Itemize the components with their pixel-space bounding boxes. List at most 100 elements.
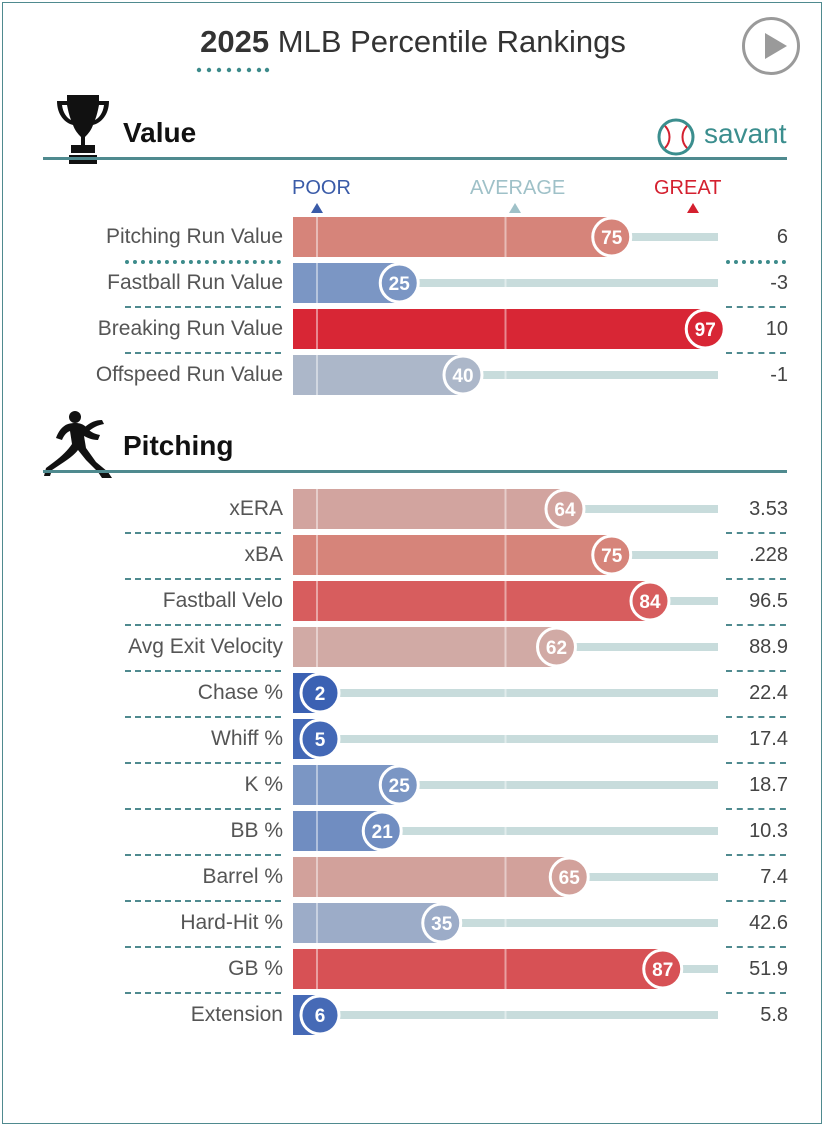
section-rule-value bbox=[43, 157, 787, 160]
percentile-value: 75 bbox=[601, 228, 623, 249]
row-label: Chase % bbox=[197, 681, 283, 704]
section-title-value: Value bbox=[123, 117, 197, 148]
row-separator bbox=[125, 946, 281, 948]
row-stat-value: 7.4 bbox=[760, 866, 788, 888]
row-separator-highlight bbox=[726, 260, 786, 264]
row-label: Extension bbox=[190, 1003, 283, 1026]
row-separator bbox=[726, 946, 786, 948]
row-separator bbox=[125, 992, 281, 994]
bar-track bbox=[293, 735, 718, 743]
scale-label-average: AVERAGE bbox=[470, 177, 566, 199]
percentile-bar bbox=[293, 903, 442, 943]
bar-track bbox=[293, 689, 718, 697]
row-label: xBA bbox=[244, 543, 283, 566]
percentile-circle bbox=[442, 354, 484, 396]
percentile-circle bbox=[378, 262, 420, 304]
row-separator-highlight bbox=[125, 260, 281, 264]
row-separator bbox=[726, 578, 786, 580]
row-label: Fastball Run Value bbox=[107, 271, 283, 294]
percentile-circle bbox=[378, 764, 420, 806]
row-separator bbox=[125, 900, 281, 902]
percentile-bar bbox=[293, 627, 557, 667]
percentile-value: 25 bbox=[389, 776, 411, 797]
row-separator bbox=[726, 532, 786, 534]
row-separator bbox=[726, 992, 786, 994]
row-separator bbox=[125, 808, 281, 810]
percentile-circle bbox=[591, 534, 633, 576]
scale-label-great: GREAT bbox=[654, 177, 722, 199]
section-title-pitching: Pitching bbox=[123, 430, 234, 461]
percentile-value: 84 bbox=[639, 592, 661, 613]
row-stat-value: 42.6 bbox=[749, 912, 788, 934]
row-separator bbox=[726, 854, 786, 856]
baseball-icon bbox=[657, 118, 695, 156]
percentile-value: 65 bbox=[559, 868, 581, 889]
row-separator bbox=[726, 900, 786, 902]
row-label: Breaking Run Value bbox=[97, 317, 283, 340]
percentile-bar bbox=[293, 535, 612, 575]
percentile-circle bbox=[629, 580, 671, 622]
scale-label-poor: POOR bbox=[292, 177, 351, 199]
title-underline-dots bbox=[196, 67, 270, 73]
row-stat-value: 22.4 bbox=[749, 682, 788, 704]
percentile-value: 64 bbox=[554, 500, 576, 521]
row-label: GB % bbox=[228, 957, 283, 980]
page-title: 2025 MLB Percentile Rankings bbox=[200, 24, 626, 59]
percentile-circle bbox=[299, 718, 341, 760]
row-stat-value: 17.4 bbox=[749, 728, 788, 750]
percentile-value: 97 bbox=[695, 320, 716, 341]
row-label: Offspeed Run Value bbox=[95, 363, 283, 386]
percentile-bar bbox=[293, 309, 706, 349]
row-separator bbox=[125, 352, 281, 354]
great-marker-icon bbox=[687, 203, 699, 213]
percentile-value: 75 bbox=[601, 546, 623, 567]
average-marker-icon bbox=[509, 203, 521, 213]
row-stat-value: 18.7 bbox=[749, 774, 788, 796]
bar-track bbox=[293, 1011, 718, 1019]
row-stat-value: 10.3 bbox=[749, 820, 788, 842]
percentile-circle bbox=[421, 902, 463, 944]
row-stat-value: .228 bbox=[749, 544, 788, 566]
percentile-circle bbox=[591, 216, 633, 258]
row-separator bbox=[726, 624, 786, 626]
row-separator bbox=[125, 306, 281, 308]
row-stat-value: 96.5 bbox=[749, 590, 788, 612]
percentile-bar bbox=[293, 217, 612, 257]
play-icon[interactable] bbox=[742, 17, 800, 75]
row-separator bbox=[125, 716, 281, 718]
row-label: Hard-Hit % bbox=[180, 911, 283, 934]
percentile-value: 5 bbox=[315, 730, 326, 751]
percentile-bar bbox=[293, 355, 463, 395]
row-stat-value: 10 bbox=[765, 318, 788, 340]
row-separator bbox=[726, 670, 786, 672]
row-separator bbox=[125, 854, 281, 856]
percentile-circle bbox=[642, 948, 684, 990]
row-stat-value: -3 bbox=[770, 272, 788, 294]
percentile-value: 40 bbox=[452, 366, 473, 387]
section-rule-pitching bbox=[43, 470, 787, 473]
row-separator bbox=[125, 762, 281, 764]
row-separator bbox=[726, 352, 786, 354]
percentile-value: 35 bbox=[431, 914, 453, 935]
row-stat-value: 3.53 bbox=[749, 498, 788, 520]
percentile-value: 62 bbox=[546, 638, 567, 659]
percentile-circle bbox=[536, 626, 577, 668]
poor-marker-icon bbox=[311, 203, 323, 213]
row-separator bbox=[125, 670, 281, 672]
percentile-bar bbox=[293, 949, 663, 989]
bar-track bbox=[293, 279, 718, 287]
row-label: Pitching Run Value bbox=[105, 225, 283, 248]
row-label: Avg Exit Velocity bbox=[128, 635, 283, 658]
row-separator bbox=[726, 306, 786, 308]
row-label: K % bbox=[244, 773, 283, 796]
row-separator bbox=[125, 624, 281, 626]
percentile-value: 25 bbox=[389, 274, 411, 295]
percentile-bar bbox=[293, 489, 565, 529]
row-stat-value: -1 bbox=[770, 364, 788, 386]
bar-track bbox=[293, 919, 718, 927]
percentile-bar bbox=[293, 581, 650, 621]
bar-track bbox=[293, 371, 718, 379]
row-separator bbox=[726, 762, 786, 764]
percentile-circle bbox=[684, 308, 726, 350]
